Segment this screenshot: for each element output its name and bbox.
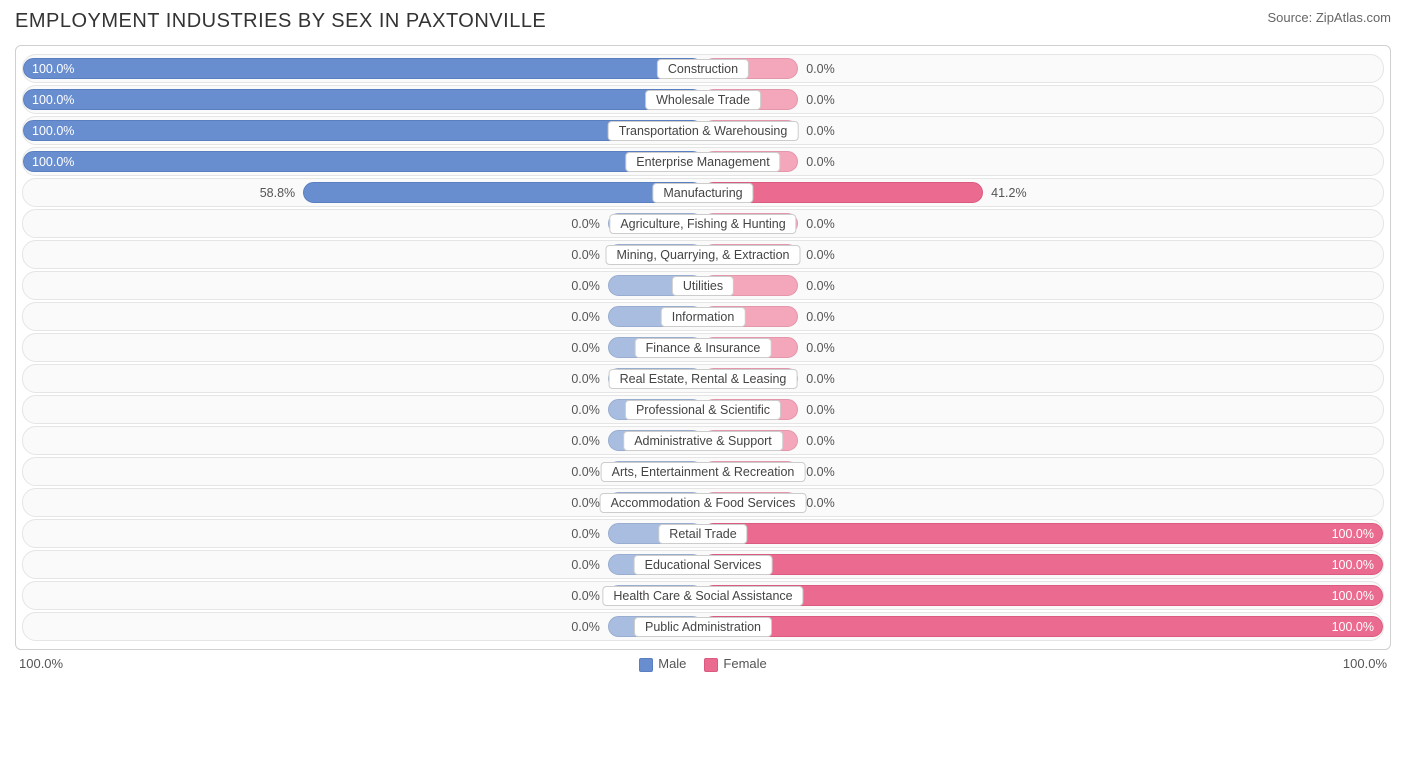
- chart-row: 0.0% 0.0% Real Estate, Rental & Leasing: [22, 364, 1384, 393]
- male-bar: [303, 182, 703, 203]
- female-swatch: [704, 658, 718, 672]
- female-pct: 100.0%: [1332, 527, 1374, 541]
- male-pct: 0.0%: [571, 248, 600, 262]
- female-pct: 41.2%: [991, 186, 1026, 200]
- category-label: Arts, Entertainment & Recreation: [601, 462, 806, 482]
- female-pct: 0.0%: [806, 372, 835, 386]
- female-pct: 0.0%: [806, 434, 835, 448]
- chart-title: EMPLOYMENT INDUSTRIES BY SEX IN PAXTONVI…: [15, 10, 546, 33]
- chart-row: 100.0% 0.0% Enterprise Management: [22, 147, 1384, 176]
- female-pct: 0.0%: [806, 155, 835, 169]
- category-label: Real Estate, Rental & Leasing: [609, 369, 798, 389]
- male-bar: 100.0%: [23, 58, 703, 79]
- category-label: Utilities: [672, 276, 734, 296]
- chart-row: 0.0% 100.0% Public Administration: [22, 612, 1384, 641]
- chart-row: 0.0% 0.0%Arts, Entertainment & Recreation: [22, 457, 1384, 486]
- legend-female: Female: [704, 656, 766, 672]
- category-label: Wholesale Trade: [645, 90, 761, 110]
- male-pct: 0.0%: [571, 217, 600, 231]
- female-pct: 0.0%: [806, 62, 835, 76]
- male-pct: 0.0%: [571, 372, 600, 386]
- male-pct: 0.0%: [571, 589, 600, 603]
- male-swatch: [639, 658, 653, 672]
- legend: Male Female: [639, 656, 767, 672]
- chart-row: 0.0% 0.0% Utilities: [22, 271, 1384, 300]
- chart-row: 0.0% 100.0% Health Care & Social Assistanc…: [22, 581, 1384, 610]
- chart-row: 58.8% 41.2% Manufacturing: [22, 178, 1384, 207]
- female-pct: 0.0%: [806, 403, 835, 417]
- male-pct: 100.0%: [32, 93, 74, 107]
- female-pct: 0.0%: [806, 248, 835, 262]
- category-label: Manufacturing: [652, 183, 753, 203]
- male-pct: 100.0%: [32, 124, 74, 138]
- female-pct: 0.0%: [806, 124, 835, 138]
- female-pct: 0.0%: [806, 93, 835, 107]
- chart-row: 0.0% 0.0% Finance & Insurance: [22, 333, 1384, 362]
- chart-footer: 100.0% Male Female 100.0%: [15, 656, 1391, 672]
- male-bar: 100.0%: [23, 89, 703, 110]
- female-pct: 0.0%: [806, 310, 835, 324]
- category-label: Accommodation & Food Services: [600, 493, 807, 513]
- female-pct: 100.0%: [1332, 558, 1374, 572]
- male-pct: 0.0%: [571, 341, 600, 355]
- chart-area: 100.0% 0.0% Construction 100.0% 0.0% Wholesal…: [15, 45, 1391, 650]
- chart-row: 0.0% 0.0% Agriculture, Fishing & Hunting: [22, 209, 1384, 238]
- male-pct: 0.0%: [571, 434, 600, 448]
- chart-row: 100.0% 0.0% Wholesale Trade: [22, 85, 1384, 114]
- male-pct: 100.0%: [32, 62, 74, 76]
- category-label: Transportation & Warehousing: [608, 121, 799, 141]
- axis-right-label: 100.0%: [1343, 656, 1387, 671]
- chart-row: 0.0% 100.0% Retail Trade: [22, 519, 1384, 548]
- category-label: Retail Trade: [658, 524, 747, 544]
- chart-row: 0.0% 0.0% Administrative & Support: [22, 426, 1384, 455]
- chart-row: 0.0% 0.0% Professional & Scientific: [22, 395, 1384, 424]
- chart-row: 0.0% 0.0%Accommodation & Food Services: [22, 488, 1384, 517]
- male-pct: 0.0%: [571, 279, 600, 293]
- female-bar: 100.0%: [703, 554, 1383, 575]
- male-pct: 0.0%: [571, 465, 600, 479]
- category-label: Enterprise Management: [625, 152, 780, 172]
- female-bar: 100.0%: [703, 585, 1383, 606]
- male-bar: 100.0%: [23, 120, 703, 141]
- male-pct: 0.0%: [571, 558, 600, 572]
- female-bar: 100.0%: [703, 616, 1383, 637]
- male-pct: 0.0%: [571, 403, 600, 417]
- chart-row: 0.0% 0.0% Mining, Quarrying, & Extraction: [22, 240, 1384, 269]
- chart-row: 0.0% 100.0% Educational Services: [22, 550, 1384, 579]
- male-pct: 58.8%: [260, 186, 295, 200]
- chart-source: Source: ZipAtlas.com: [1267, 10, 1391, 25]
- male-pct: 0.0%: [571, 620, 600, 634]
- category-label: Finance & Insurance: [635, 338, 772, 358]
- legend-male: Male: [639, 656, 686, 672]
- female-bar: 100.0%: [703, 523, 1383, 544]
- category-label: Professional & Scientific: [625, 400, 781, 420]
- female-pct: 0.0%: [806, 341, 835, 355]
- axis-left-label: 100.0%: [19, 656, 63, 671]
- male-pct: 100.0%: [32, 155, 74, 169]
- category-label: Administrative & Support: [623, 431, 783, 451]
- category-label: Information: [661, 307, 746, 327]
- female-pct: 0.0%: [806, 217, 835, 231]
- female-pct: 100.0%: [1332, 620, 1374, 634]
- category-label: Mining, Quarrying, & Extraction: [606, 245, 801, 265]
- male-pct: 0.0%: [571, 310, 600, 324]
- chart-row: 100.0% 0.0% Construction: [22, 54, 1384, 83]
- category-label: Construction: [657, 59, 749, 79]
- male-bar: 100.0%: [23, 151, 703, 172]
- chart-row: 0.0% 0.0% Information: [22, 302, 1384, 331]
- chart-row: 100.0% 0.0% Transportation & Warehousing: [22, 116, 1384, 145]
- chart-header: EMPLOYMENT INDUSTRIES BY SEX IN PAXTONVI…: [15, 10, 1391, 33]
- female-pct: 0.0%: [806, 496, 835, 510]
- category-label: Educational Services: [634, 555, 773, 575]
- category-label: Public Administration: [634, 617, 772, 637]
- female-pct: 0.0%: [806, 465, 835, 479]
- male-pct: 0.0%: [571, 496, 600, 510]
- category-label: Health Care & Social Assistance: [602, 586, 803, 606]
- female-pct: 100.0%: [1332, 589, 1374, 603]
- female-pct: 0.0%: [806, 279, 835, 293]
- male-pct: 0.0%: [571, 527, 600, 541]
- category-label: Agriculture, Fishing & Hunting: [609, 214, 796, 234]
